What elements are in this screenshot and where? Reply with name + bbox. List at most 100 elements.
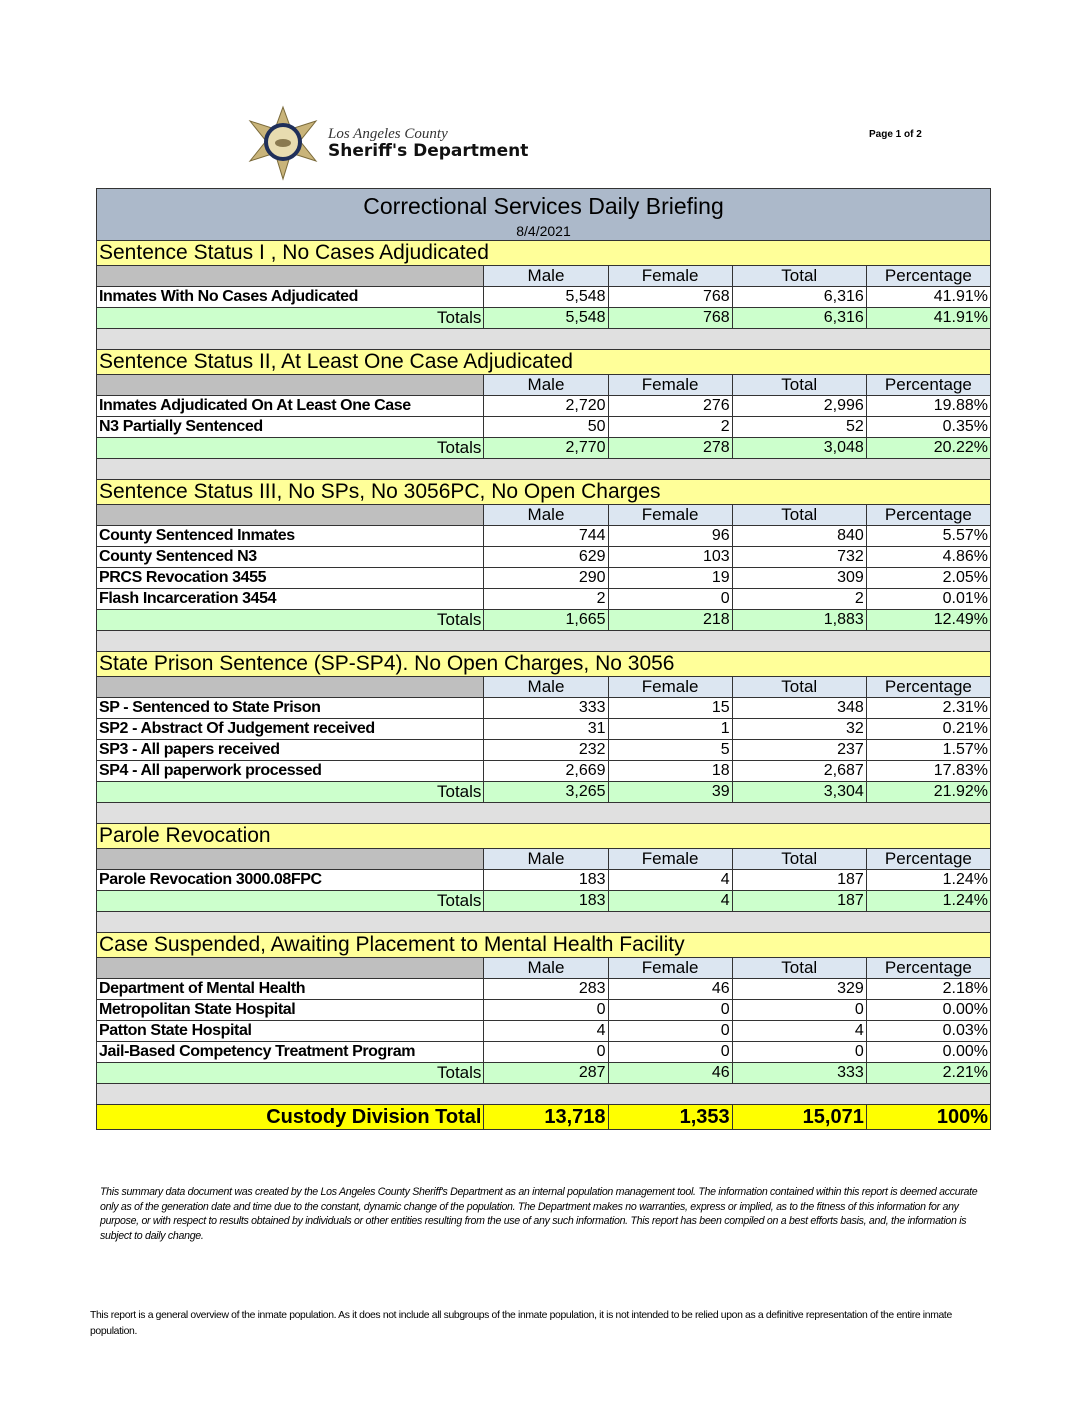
- spacer: [96, 458, 991, 480]
- row-value: 50: [483, 416, 609, 438]
- row-value: 629: [483, 546, 609, 568]
- column-header-blank: [95, 265, 485, 287]
- row-label: Inmates Adjudicated On At Least One Case: [95, 395, 485, 417]
- column-header-blank: [95, 374, 485, 396]
- column-header: Female: [607, 957, 733, 979]
- column-header: Female: [607, 504, 733, 526]
- totals-value: 12.49%: [865, 609, 992, 631]
- row-value: 768: [607, 286, 733, 308]
- column-header: Total: [731, 957, 867, 979]
- row-value: 2,687: [731, 760, 867, 782]
- row-label: Patton State Hospital: [95, 1020, 485, 1042]
- row-value: 18: [607, 760, 733, 782]
- row-value: 187: [731, 869, 867, 891]
- row-label: Flash Incarceration 3454: [95, 588, 485, 610]
- totals-value: 1,883: [731, 609, 867, 631]
- column-header-row: Male Female Total Percentage: [95, 957, 992, 979]
- column-header: Total: [731, 848, 867, 870]
- section-title: Sentence Status III, No SPs, No 3056PC, …: [96, 479, 991, 505]
- column-header: Male: [483, 265, 609, 287]
- totals-value: 4: [607, 890, 733, 912]
- row-value: 0: [607, 588, 733, 610]
- row-label: SP4 - All paperwork processed: [95, 760, 485, 782]
- totals-value: 5,548: [483, 307, 609, 329]
- row-value: 0.00%: [865, 999, 992, 1021]
- column-header: Percentage: [865, 676, 992, 698]
- row-value: 840: [731, 525, 867, 547]
- row-value: 276: [607, 395, 733, 417]
- table-row: SP2 - Abstract Of Judgement received 31 1 3…: [95, 718, 992, 740]
- row-value: 19: [607, 567, 733, 589]
- row-value: 0.21%: [865, 718, 992, 740]
- section-header: Sentence Status I , No Cases Adjudicated: [96, 240, 991, 266]
- row-value: 0: [731, 1041, 867, 1063]
- column-header: Percentage: [865, 504, 992, 526]
- column-header: Total: [731, 265, 867, 287]
- column-header: Total: [731, 374, 867, 396]
- column-header: Percentage: [865, 374, 992, 396]
- totals-value: 1.24%: [865, 890, 992, 912]
- row-value: 237: [731, 739, 867, 761]
- row-label: N3 Partially Sentenced: [95, 416, 485, 438]
- totals-value: 21.92%: [865, 781, 992, 803]
- logo-county: Los Angeles County: [328, 125, 448, 142]
- column-header: Percentage: [865, 848, 992, 870]
- row-label: SP2 - Abstract Of Judgement received: [95, 718, 485, 740]
- row-value: 1: [607, 718, 733, 740]
- row-label: County Sentenced Inmates: [95, 525, 485, 547]
- totals-value: 187: [731, 890, 867, 912]
- column-header: Male: [483, 848, 609, 870]
- row-label: PRCS Revocation 3455: [95, 567, 485, 589]
- totals-value: 6,316: [731, 307, 867, 329]
- row-value: 1.57%: [865, 739, 992, 761]
- column-header-blank: [95, 848, 485, 870]
- table-row: Inmates With No Cases Adjudicated 5,548 76…: [95, 286, 992, 308]
- row-value: 309: [731, 567, 867, 589]
- row-value: 283: [483, 978, 609, 1000]
- table-row: Flash Incarceration 3454 2 0 2 0.01%: [95, 588, 992, 610]
- page-number: Page 1 of 2: [869, 129, 922, 140]
- row-label: Jail-Based Competency Treatment Program: [95, 1041, 485, 1063]
- column-header: Male: [483, 957, 609, 979]
- row-value: 2,669: [483, 760, 609, 782]
- row-label: Parole Revocation 3000.08FPC: [95, 869, 485, 891]
- disclaimer: This summary data document was created b…: [100, 1186, 978, 1242]
- spacer: [96, 328, 991, 350]
- spacer: [96, 1083, 991, 1105]
- row-value: 103: [607, 546, 733, 568]
- column-header: Female: [607, 374, 733, 396]
- column-header-blank: [95, 957, 485, 979]
- row-value: 41.91%: [865, 286, 992, 308]
- spacer-row: [96, 458, 991, 480]
- row-value: 0.35%: [865, 416, 992, 438]
- row-value: 4: [607, 869, 733, 891]
- row-value: 0.03%: [865, 1020, 992, 1042]
- sheriff-star-badge-icon: [248, 105, 318, 181]
- sheriff-logo: Los Angeles County Sheriff's Department: [238, 105, 598, 181]
- row-value: 2: [731, 588, 867, 610]
- totals-value: 287: [483, 1062, 609, 1084]
- row-value: 329: [731, 978, 867, 1000]
- totals-value: 2,770: [483, 437, 609, 459]
- table-row: Department of Mental Health 283 46 329 2.18%: [95, 978, 992, 1000]
- table-row: Patton State Hospital 4 0 4 0.03%: [95, 1020, 992, 1042]
- totals-value: 20.22%: [865, 437, 992, 459]
- column-header-row: Male Female Total Percentage: [95, 374, 992, 396]
- spacer: [96, 630, 991, 652]
- row-value: 2,720: [483, 395, 609, 417]
- totals-value: 46: [607, 1062, 733, 1084]
- column-header: Male: [483, 374, 609, 396]
- spacer-row: [96, 911, 991, 933]
- report-title: Correctional Services Daily Briefing: [96, 188, 991, 221]
- row-value: 0: [607, 1041, 733, 1063]
- totals-row: Totals 183 4 187 1.24%: [95, 890, 992, 912]
- row-value: 46: [607, 978, 733, 1000]
- row-value: 2: [607, 416, 733, 438]
- totals-label: Totals: [95, 437, 485, 459]
- totals-value: 3,265: [483, 781, 609, 803]
- row-value: 0: [483, 999, 609, 1021]
- table-row: County Sentenced Inmates 744 96 840 5.57%: [95, 525, 992, 547]
- column-header-row: Male Female Total Percentage: [95, 265, 992, 287]
- row-value: 0.00%: [865, 1041, 992, 1063]
- row-value: 17.83%: [865, 760, 992, 782]
